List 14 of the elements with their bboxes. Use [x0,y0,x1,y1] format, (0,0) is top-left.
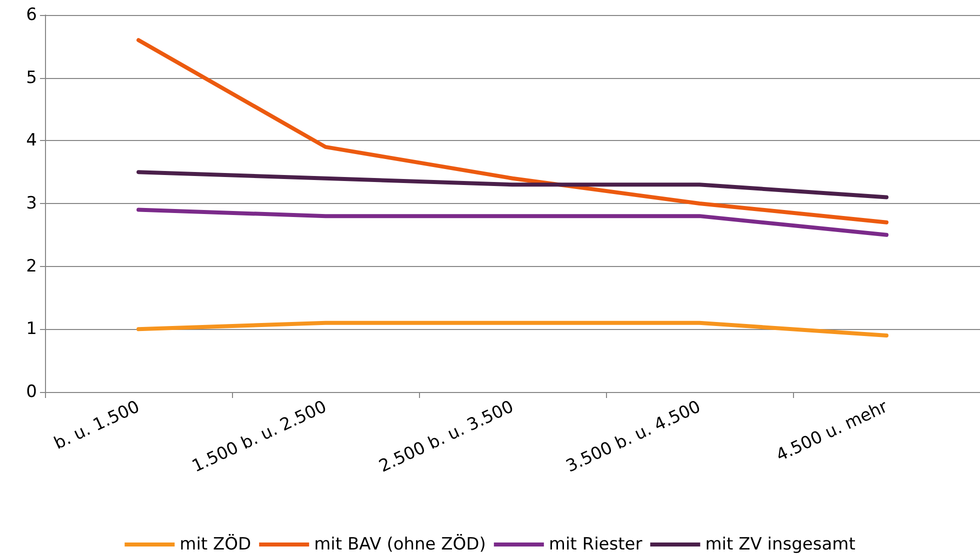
legend-label: mit BAV (ohne ZÖD) [314,534,486,554]
line-series [136,38,888,224]
y-tick-label: 1 [26,319,37,340]
y-tick-label: 2 [26,256,37,276]
y-tick-label: 5 [26,68,37,88]
y-tick-label: 0 [26,382,37,402]
y-tick-label: 4 [26,130,37,151]
line-series [136,170,888,200]
legend-label: mit ZÖD [180,534,252,554]
y-tick-label: 3 [26,194,37,214]
x-tick-label: 4.500 u. mehr [773,396,891,466]
legend-label: mit ZV insgesamt [705,534,856,554]
legend-label: mit Riester [548,534,642,554]
y-tick-label: 6 [26,5,37,25]
